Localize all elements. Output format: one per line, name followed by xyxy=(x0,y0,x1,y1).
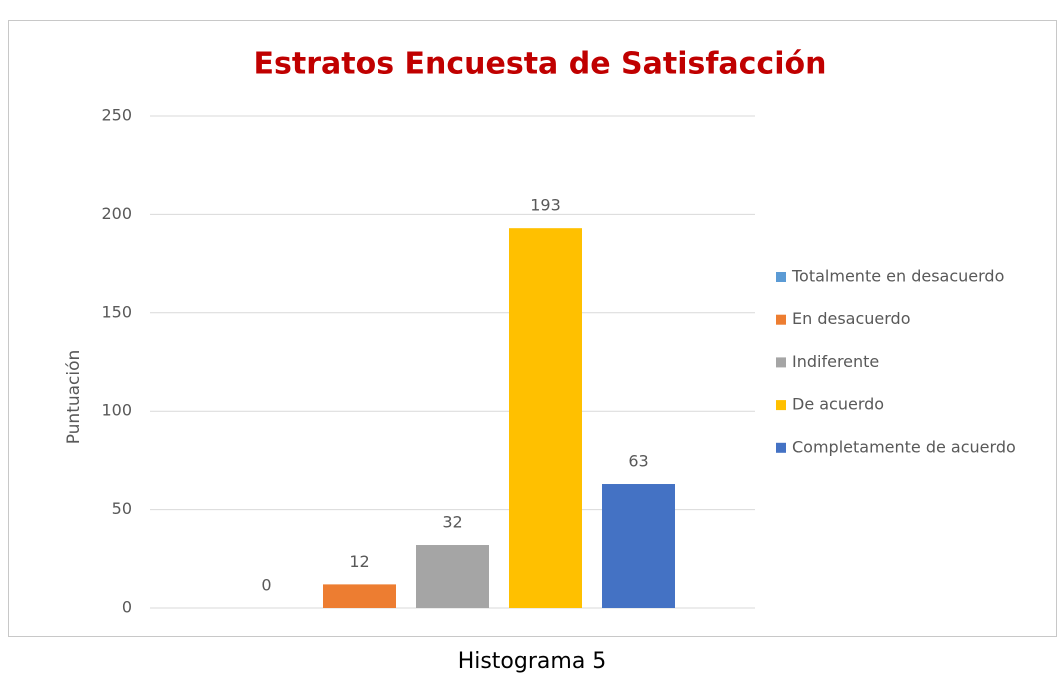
data-label: 193 xyxy=(530,196,561,215)
y-tick-label: 100 xyxy=(101,401,132,420)
legend-swatch xyxy=(776,400,786,411)
bar xyxy=(509,228,582,608)
legend-swatch xyxy=(776,357,786,368)
legend-swatch xyxy=(776,314,786,325)
legend-swatch xyxy=(776,442,786,453)
y-axis-label: Puntuación xyxy=(64,350,84,445)
legend-swatch xyxy=(776,272,786,282)
legend-label: Completamente de acuerdo xyxy=(792,437,1016,456)
legend-label: Indiferente xyxy=(792,352,879,371)
bar xyxy=(323,584,396,608)
data-label: 63 xyxy=(628,452,648,471)
data-label: 0 xyxy=(261,576,271,595)
y-tick-label: 250 xyxy=(101,106,132,125)
chart-title: Estratos Encuesta de Satisfacción xyxy=(254,47,827,82)
bar xyxy=(602,484,675,608)
caption: Histograma 5 xyxy=(458,649,607,673)
data-label: 12 xyxy=(349,552,369,571)
legend-label: Totalmente en desacuerdo xyxy=(791,267,1004,286)
legend-label: De acuerdo xyxy=(792,395,884,414)
data-label: 32 xyxy=(442,513,462,532)
legend-label: En desacuerdo xyxy=(792,309,911,328)
y-tick-label: 50 xyxy=(112,499,132,518)
y-tick-label: 200 xyxy=(101,204,132,223)
y-tick-label: 150 xyxy=(101,302,132,321)
bar xyxy=(416,545,489,608)
y-tick-label: 0 xyxy=(122,598,132,617)
